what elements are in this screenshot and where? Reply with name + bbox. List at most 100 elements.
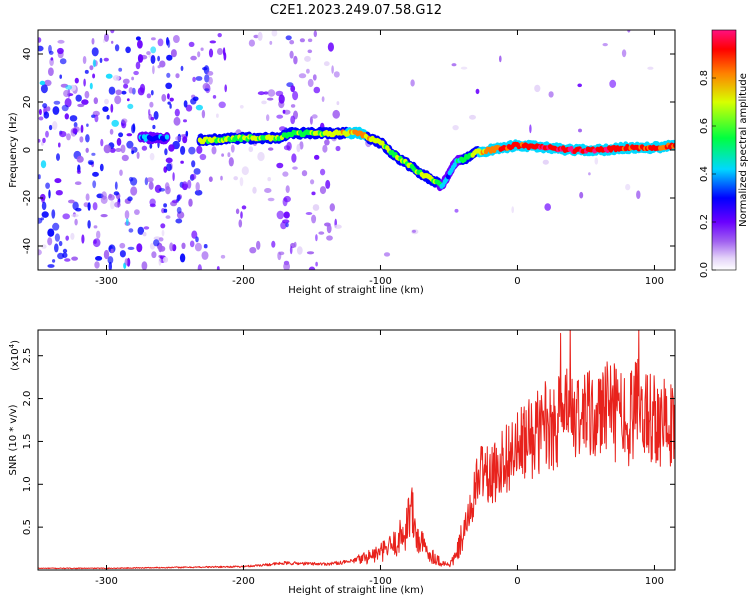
spectrogram-noise-blob (115, 89, 122, 96)
spectrogram-noise-blob (191, 230, 198, 239)
spectrogram-noise-blob (113, 191, 120, 196)
spectrogram-noise-blob (203, 244, 208, 249)
spectrogram-noise-blob (544, 203, 551, 211)
snr-y-tick-label: 0.5 (22, 519, 33, 535)
spectrogram-noise-blob (180, 65, 184, 71)
spectrogram-y-tick-label: 40 (22, 48, 33, 61)
spectrogram-noise-blob (241, 166, 249, 176)
spectrogram-noise-blob (257, 91, 265, 96)
spectrogram-noise-blob (264, 188, 272, 193)
spectrogram-noise-blob (220, 254, 226, 259)
spectrogram-noise-blob (52, 222, 60, 231)
spectrogram-noise-blob (50, 57, 54, 61)
spectrogram-noise-blob (161, 94, 167, 102)
spectrogram-noise-blob (208, 176, 213, 182)
spectrogram-noise-blob (102, 106, 109, 112)
spectrogram-noise-blob (314, 154, 320, 160)
spectrogram-y-tick-label: 0 (22, 147, 33, 153)
spectrogram-noise-blob (157, 55, 161, 62)
spectrogram-noise-blob (85, 147, 89, 153)
spectrogram-noise-blob (221, 153, 225, 157)
spectrogram-noise-blob (40, 84, 48, 94)
spectrogram-noise-blob (96, 230, 101, 239)
snr-x-tick-label: 0 (514, 576, 520, 587)
spectrogram-noise-blob (136, 151, 140, 159)
spectrogram-noise-blob (45, 182, 50, 189)
spectrogram-noise-blob (125, 46, 131, 54)
spectrogram-noise-blob (123, 83, 129, 89)
spectrogram-noise-blob (58, 240, 63, 247)
spectrogram-noise-blob (256, 240, 261, 250)
spectrogram-noise-blob (331, 65, 334, 74)
spectrogram-noise-blob (70, 232, 75, 240)
spectrogram-noise-blob (190, 173, 197, 180)
spectrogram-noise-blob (58, 142, 61, 148)
spectrogram-noise-blob (188, 198, 193, 207)
spectrogram-noise-blob (44, 79, 52, 87)
spectrogram-noise-blob (173, 116, 181, 126)
spectrogram-noise-blob (80, 124, 84, 133)
spectrogram-noise-blob (166, 72, 171, 78)
spectrogram-noise-blob (252, 186, 257, 194)
spectrogram-noise-blob (195, 182, 200, 192)
spectrogram-noise-blob (72, 128, 78, 135)
spectrogram-noise-blob (310, 179, 315, 185)
spectrogram-noise-blob (280, 221, 287, 230)
spectrogram-noise-blob (312, 74, 317, 81)
spectrogram-noise-blob (271, 30, 278, 37)
spectrogram-noise-blob (64, 113, 70, 120)
spectrogram-noise-blob (62, 213, 70, 220)
spectrogram-noise-blob (460, 66, 468, 70)
spectrogram-noise-blob (318, 231, 325, 235)
spectrogram-noise-blob (321, 96, 325, 102)
spectrogram-noise-blob (181, 134, 185, 138)
spectrogram-noise-blob (130, 146, 135, 151)
spectrogram-noise-blob (168, 144, 175, 152)
spectrogram-noise-blob (308, 266, 316, 270)
spectrogram-noise-blob (61, 104, 69, 112)
spectrogram-x-axis-label: Height of straight line (km) (288, 285, 424, 296)
spectrogram-noise-blob (148, 181, 154, 190)
spectrogram-noise-blob (248, 39, 255, 47)
spectrogram-noise-blob (74, 77, 79, 84)
spectrogram-noise-blob (293, 241, 297, 248)
spectrogram-noise-blob (82, 56, 87, 64)
spectrogram-noise-blob (106, 114, 110, 120)
spectrogram-noise-blob (315, 261, 318, 267)
snr-plot-area (38, 330, 675, 570)
spectrogram-noise-blob (73, 122, 78, 128)
spectrogram-noise-blob (57, 47, 64, 55)
svg-text:(x104): (x104) (8, 340, 21, 371)
spectrogram-noise-blob (579, 191, 584, 199)
spectrogram-noise-blob (41, 211, 49, 218)
spectrogram-noise-blob (157, 38, 164, 47)
spectrogram-noise-blob (48, 67, 54, 76)
spectrogram-noise-blob (311, 214, 317, 224)
spectrogram-noise-blob (103, 144, 112, 154)
spectrogram-noise-blob (40, 160, 47, 169)
spectrogram-noise-blob (79, 136, 84, 143)
spectrogram-noise-blob (195, 76, 203, 81)
colorbar-gradient (712, 30, 736, 270)
spectrogram-noise-blob (230, 144, 235, 153)
spectrogram-noise-blob (150, 55, 156, 64)
spectrogram-noise-blob (292, 166, 298, 170)
spectrogram-noise-blob (66, 133, 71, 141)
spectrogram-noise-blob (62, 252, 68, 258)
spectrogram-ridge-core (164, 134, 170, 140)
spectrogram-noise-blob (227, 152, 231, 158)
spectrogram-noise-blob (146, 93, 152, 99)
spectrogram-noise-blob (100, 214, 108, 218)
spectrogram-noise-blob (153, 239, 160, 247)
spectrogram-noise-blob (305, 212, 313, 215)
spectrogram-noise-blob (119, 242, 126, 249)
spectrogram-noise-blob (142, 232, 147, 237)
spectrogram-noise-blob (111, 40, 114, 44)
spectrogram-noise-blob (126, 133, 133, 137)
spectrogram-noise-blob (146, 177, 154, 183)
spectrogram-x-tick-label: -200 (232, 276, 255, 287)
spectrogram-noise-blob (201, 109, 206, 119)
spectrogram-noise-blob (204, 88, 210, 92)
spectrogram-x-tick-label: 100 (645, 276, 664, 287)
spectrogram-noise-blob (121, 90, 127, 95)
